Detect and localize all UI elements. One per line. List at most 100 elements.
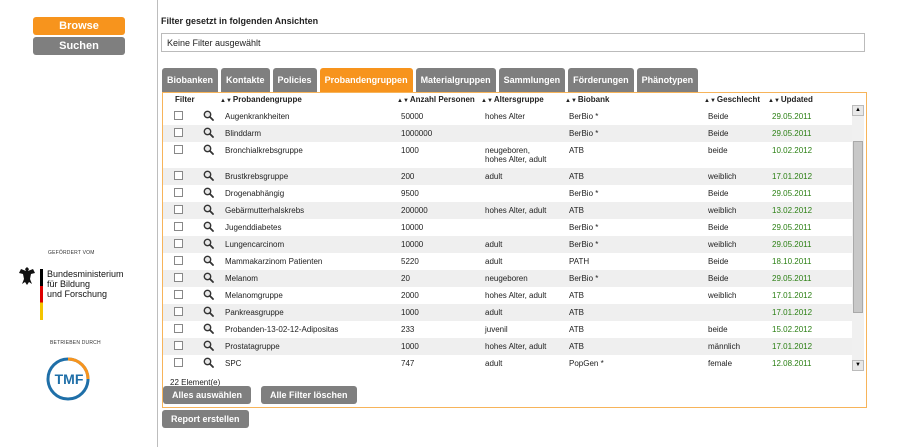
cell-group: Jugenddiabetes: [225, 223, 282, 232]
cell-updated: 29.05.2011: [772, 189, 812, 198]
tab-biobanken[interactable]: Biobanken: [162, 68, 219, 92]
german-flag-stripe: [40, 269, 43, 320]
tab-policies[interactable]: Policies: [272, 68, 317, 92]
magnifier-icon[interactable]: [203, 340, 214, 351]
col-sex[interactable]: ▲▼Geschlecht: [704, 95, 760, 104]
filter-checkbox[interactable]: [174, 128, 183, 137]
filter-checkbox[interactable]: [174, 145, 183, 154]
filter-checkbox[interactable]: [174, 205, 183, 214]
cell-group: Lungencarcinom: [225, 240, 285, 249]
tab-materialgruppen[interactable]: Materialgruppen: [415, 68, 496, 92]
cell-biobank: ATB: [569, 308, 584, 317]
magnifier-icon[interactable]: [203, 357, 214, 368]
filter-checkbox[interactable]: [174, 239, 183, 248]
cell-count: 10000: [401, 223, 424, 232]
table-row: Augenkrankheiten 50000 hohes Alter BerBio *…: [163, 108, 853, 125]
col-age[interactable]: ▲▼Altersgruppe: [481, 95, 544, 104]
cell-age: hohes Alter, adult: [485, 342, 547, 351]
table-row: SPC 747 adult PopGen * female 12.08.2011: [163, 355, 853, 372]
magnifier-icon[interactable]: [203, 110, 214, 121]
filter-checkbox[interactable]: [174, 307, 183, 316]
create-report-button[interactable]: Report erstellen: [162, 410, 249, 428]
cell-sex: weiblich: [708, 240, 737, 249]
tab-sammlungen[interactable]: Sammlungen: [498, 68, 566, 92]
cell-count: 1000: [401, 342, 419, 351]
col-biobank-label: Biobank: [577, 95, 610, 104]
table-scrollbar[interactable]: ▲ ▼: [852, 105, 864, 371]
filter-checkbox[interactable]: [174, 341, 183, 350]
tab-kontakte[interactable]: Kontakte: [221, 68, 270, 92]
col-biobank[interactable]: ▲▼Biobank: [565, 95, 609, 104]
tab-förderungen[interactable]: Förderungen: [568, 68, 634, 92]
cell-age: adult: [485, 172, 503, 181]
sort-icon: ▲▼: [565, 98, 577, 104]
cell-count: 20: [401, 274, 410, 283]
magnifier-icon[interactable]: [203, 204, 214, 215]
col-count-label: Anzahl Personen: [409, 95, 475, 104]
cell-updated: 29.05.2011: [772, 129, 812, 138]
sort-icon: ▲▼: [704, 98, 716, 104]
cell-biobank: BerBio *: [569, 240, 599, 249]
search-button[interactable]: Suchen: [33, 37, 125, 55]
magnifier-icon[interactable]: [203, 170, 214, 181]
cell-group: Melanomgruppe: [225, 291, 283, 300]
cell-sex: weiblich: [708, 172, 737, 181]
filter-checkbox[interactable]: [174, 111, 183, 120]
magnifier-icon[interactable]: [203, 323, 214, 334]
filter-checkbox[interactable]: [174, 188, 183, 197]
browse-button[interactable]: Browse: [33, 17, 125, 35]
scroll-down-arrow-icon[interactable]: ▼: [852, 360, 864, 371]
filter-checkbox[interactable]: [174, 171, 183, 180]
cell-sex: Beide: [708, 129, 729, 138]
cell-biobank: BerBio *: [569, 112, 599, 121]
scrollbar-thumb[interactable]: [853, 141, 863, 313]
table-row: Blinddarm 1000000 BerBio * Beide 29.05.2011: [163, 125, 853, 142]
select-all-button[interactable]: Alles auswählen: [163, 386, 252, 404]
cell-biobank: PATH: [569, 257, 590, 266]
filter-checkbox[interactable]: [174, 273, 183, 282]
magnifier-icon[interactable]: [203, 238, 214, 249]
magnifier-icon[interactable]: [203, 255, 214, 266]
cell-sex: weiblich: [708, 291, 737, 300]
magnifier-icon[interactable]: [203, 289, 214, 300]
magnifier-icon[interactable]: [203, 187, 214, 198]
table-row: Pankreasgruppe 1000 adult ATB 17.01.2012: [163, 304, 853, 321]
cell-age: adult: [485, 240, 503, 249]
cell-count: 2000: [401, 291, 419, 300]
tab-phänotypen[interactable]: Phänotypen: [636, 68, 699, 92]
scroll-up-arrow-icon[interactable]: ▲: [852, 105, 864, 116]
clear-filters-button[interactable]: Alle Filter löschen: [261, 386, 357, 404]
cell-group: Gebärmutterhalskrebs: [225, 206, 305, 215]
cell-updated: 17.01.2012: [772, 308, 813, 317]
filter-checkbox[interactable]: [174, 256, 183, 265]
col-updated[interactable]: ▲▼Updated: [768, 95, 813, 104]
magnifier-icon[interactable]: [203, 144, 214, 155]
magnifier-icon[interactable]: [203, 127, 214, 138]
col-count[interactable]: ▲▼Anzahl Personen: [397, 95, 475, 104]
cell-updated: 12.08.2011: [772, 359, 812, 368]
sort-icon: ▲▼: [768, 98, 780, 104]
cell-count: 200000: [401, 206, 428, 215]
table-row: Lungencarcinom 10000 adult BerBio * weiblich…: [163, 236, 853, 253]
col-group[interactable]: ▲▼Probandengruppe: [220, 95, 302, 104]
cell-count: 9500: [401, 189, 419, 198]
cell-updated: 17.01.2012: [772, 342, 813, 351]
filter-checkbox[interactable]: [174, 324, 183, 333]
bmbf-logo: Bundesministerium für Bildung und Forsch…: [18, 266, 128, 322]
cell-biobank: BerBio *: [569, 129, 599, 138]
magnifier-icon[interactable]: [203, 272, 214, 283]
filter-checkbox[interactable]: [174, 358, 183, 367]
cell-count: 5220: [401, 257, 419, 266]
cell-group: Melanom: [225, 274, 258, 283]
tab-probandengruppen[interactable]: Probandengruppen: [319, 68, 413, 92]
federal-eagle-icon: [19, 267, 35, 285]
cell-updated: 17.01.2012: [772, 172, 813, 181]
cell-sex: female: [708, 359, 733, 368]
filter-checkbox[interactable]: [174, 290, 183, 299]
magnifier-icon[interactable]: [203, 306, 214, 317]
magnifier-icon[interactable]: [203, 221, 214, 232]
table-row: Melanom 20 neugeboren BerBio * Beide 29.05.20…: [163, 270, 853, 287]
filter-checkbox[interactable]: [174, 222, 183, 231]
table-row: Jugenddiabetes 10000 BerBio * Beide 29.05.20…: [163, 219, 853, 236]
table-row: Melanomgruppe 2000 hohes Alter, adult ATB we…: [163, 287, 853, 304]
